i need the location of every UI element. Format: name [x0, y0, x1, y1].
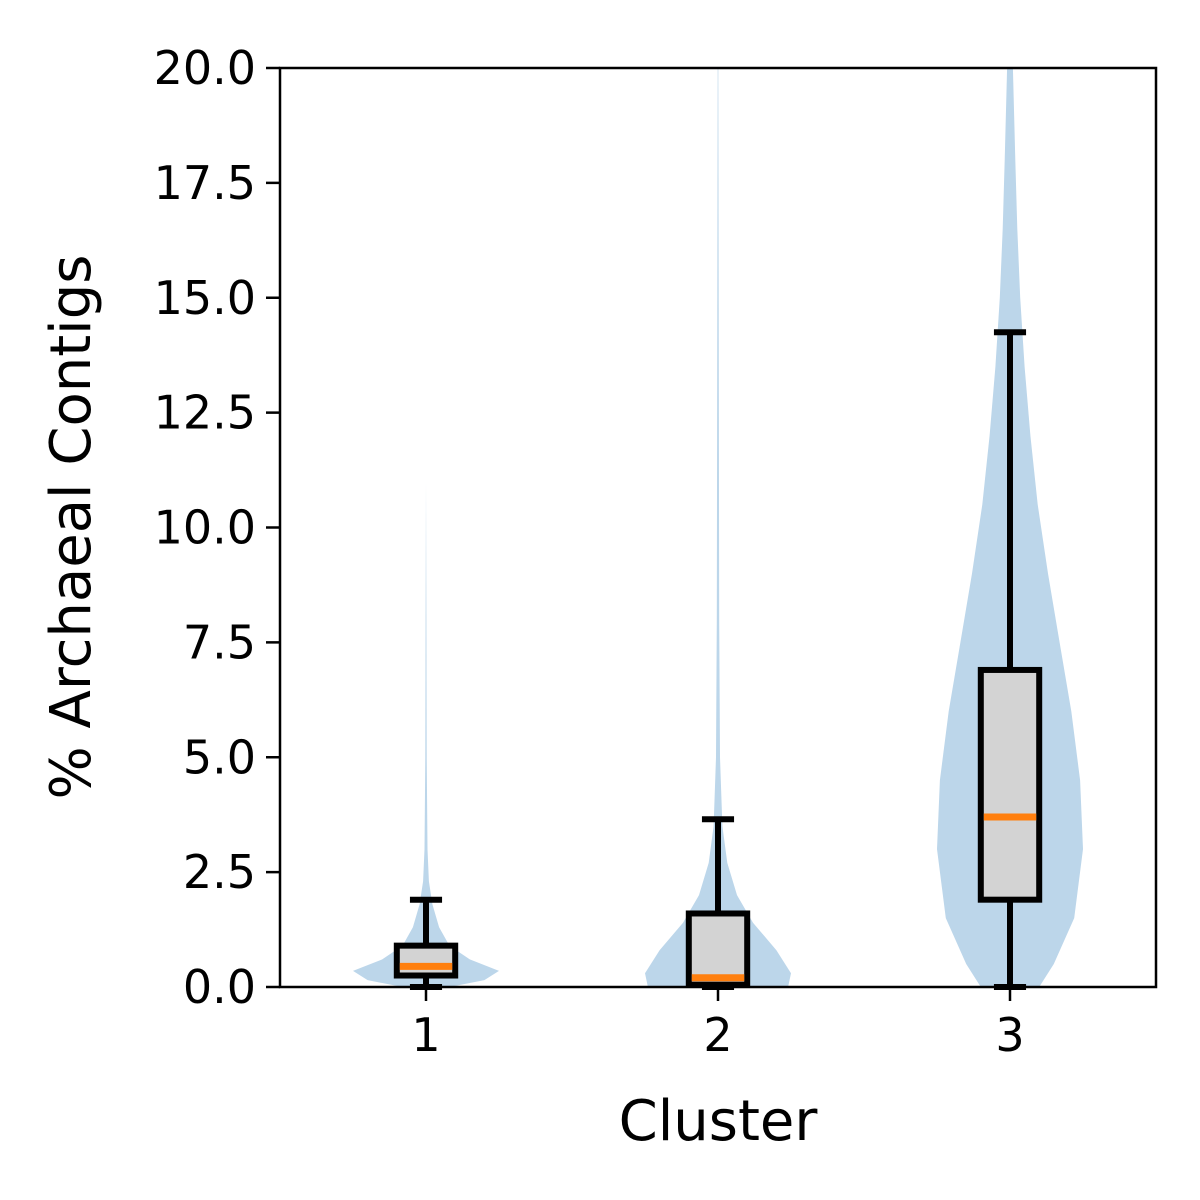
y-tick-label-5: 12.5	[154, 386, 256, 440]
box-body-2	[685, 910, 751, 988]
box-3	[977, 329, 1043, 990]
y-tick-label-0: 0.0	[183, 960, 256, 1014]
y-tick-label-7: 17.5	[154, 156, 256, 210]
y-tick-label-8: 20.0	[154, 41, 256, 95]
y-axis: 0.0 2.5 5.0 7.5 10.0 12.5 15.0 17.5 20.0	[154, 41, 280, 1014]
x-tick-label-2: 2	[703, 1008, 732, 1062]
violin-1	[353, 481, 499, 987]
y-tick-label-6: 15.0	[154, 271, 256, 325]
y-tick-label-2: 5.0	[183, 730, 256, 784]
box-body-1	[393, 942, 459, 979]
x-tick-label-1: 1	[411, 1008, 440, 1062]
x-tick-label-3: 3	[995, 1008, 1024, 1062]
box-1	[393, 896, 459, 990]
y-tick-label-1: 2.5	[183, 845, 256, 899]
x-axis: 1 2 3	[411, 987, 1025, 1062]
y-axis-label: % Archaeal Contigs	[39, 255, 104, 800]
box-body-3	[977, 666, 1043, 903]
y-tick-label-3: 7.5	[183, 615, 256, 669]
x-axis-label: Cluster	[619, 1089, 819, 1154]
y-tick-label-4: 10.0	[154, 501, 256, 555]
violin-2	[645, 68, 791, 987]
